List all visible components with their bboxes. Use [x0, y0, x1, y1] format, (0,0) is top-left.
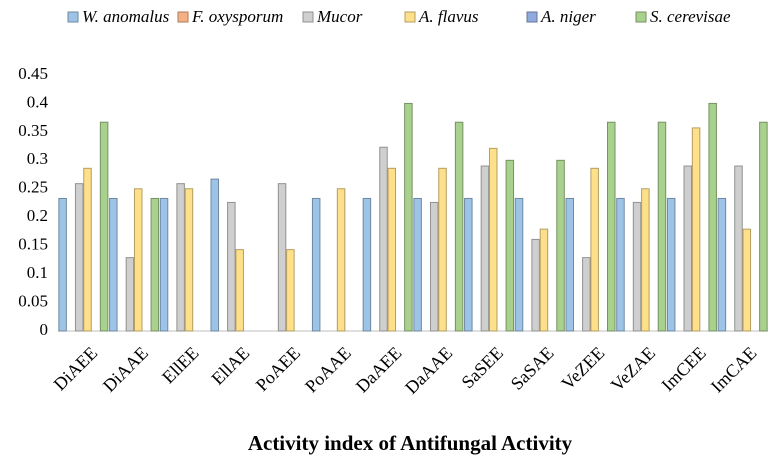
bar: [74, 183, 84, 332]
bar: [159, 197, 169, 332]
legend-swatch: [404, 11, 416, 23]
bar: [235, 249, 244, 332]
x-tick-label: SaSAE: [507, 343, 558, 394]
bar: [531, 238, 540, 332]
bar: [99, 121, 109, 332]
legend-label: W. anomalus: [82, 7, 170, 26]
y-tick-label: 0.05: [18, 291, 48, 310]
bar: [590, 167, 599, 332]
x-tick-label: VeZEE: [557, 343, 608, 394]
bar: [641, 188, 650, 332]
bar: [150, 197, 160, 332]
bar: [616, 197, 625, 332]
bar: [227, 201, 236, 332]
bar: [286, 249, 295, 332]
bar: [632, 201, 642, 332]
bar: [759, 121, 768, 332]
bar: [387, 167, 397, 332]
legend-swatch: [526, 11, 538, 23]
bar: [454, 121, 464, 332]
bar: [607, 121, 616, 332]
y-tick-label: 0.3: [27, 149, 48, 168]
x-tick-label: PoAEE: [252, 343, 304, 395]
x-tick-label: DaAAE: [401, 343, 456, 398]
bar: [311, 197, 321, 332]
bar: [514, 197, 524, 332]
bar: [657, 121, 667, 332]
bar: [708, 102, 717, 332]
bar: [379, 146, 388, 332]
y-tick-label: 0.35: [18, 121, 48, 140]
bar: [413, 197, 422, 332]
bar: [58, 197, 67, 332]
bar: [565, 197, 574, 332]
bar: [362, 197, 372, 332]
x-tick-label: ImCEE: [657, 343, 709, 395]
x-tick-label: VeZAE: [607, 343, 659, 395]
legend-swatch: [635, 11, 647, 23]
bar: [734, 165, 743, 332]
x-axis-title: Activity index of Antifungal Activity: [248, 431, 573, 455]
legend-label: S. cerevisae: [650, 7, 731, 26]
bar: [336, 188, 346, 332]
bar: [133, 188, 143, 332]
y-tick-label: 0.1: [27, 263, 48, 282]
bar: [277, 183, 287, 332]
y-tick-label: 0.25: [18, 178, 48, 197]
x-tick-label: SaSEE: [457, 343, 507, 393]
x-tick-label: EllEE: [158, 343, 203, 388]
legend-swatch: [67, 11, 79, 23]
legend-label: F. oxysporum: [191, 7, 283, 26]
y-tick-label: 0: [40, 320, 49, 339]
bar: [480, 165, 490, 332]
y-tick-label: 0.15: [18, 235, 48, 254]
bar: [488, 147, 498, 332]
x-tick-label: EllAE: [207, 343, 253, 389]
bar: [742, 228, 752, 332]
legend-label: A. niger: [540, 7, 596, 26]
bar: [429, 201, 439, 332]
y-tick-label: 0.2: [27, 206, 48, 225]
bar: [717, 197, 727, 332]
x-tick-label: ImCAE: [707, 343, 761, 397]
bar: [539, 228, 549, 332]
legend-swatch: [302, 11, 314, 23]
bar: [404, 102, 413, 332]
bar: [683, 165, 693, 332]
bar: [109, 197, 118, 332]
legend-label: A. flavus: [418, 7, 479, 26]
bar: [176, 183, 185, 332]
bar: [666, 197, 676, 332]
legend-swatch: [177, 11, 189, 23]
bar: [125, 257, 135, 332]
bar: [184, 188, 194, 332]
y-tick-label: 0.45: [18, 64, 48, 83]
bar: [83, 167, 92, 332]
bar: [464, 197, 473, 332]
x-tick-label: DiAEE: [50, 343, 102, 395]
x-tick-label: PoAAE: [301, 343, 355, 397]
y-tick-label: 0.4: [27, 92, 49, 111]
bar: [438, 167, 447, 332]
bar: [691, 127, 701, 332]
x-tick-label: DiAAE: [99, 343, 152, 396]
legend-label: Mucor: [316, 7, 363, 26]
bar: [210, 178, 219, 332]
bar: [582, 257, 591, 332]
bar: [556, 159, 565, 332]
bar: [505, 159, 515, 332]
x-tick-label: DaAEE: [352, 343, 406, 397]
